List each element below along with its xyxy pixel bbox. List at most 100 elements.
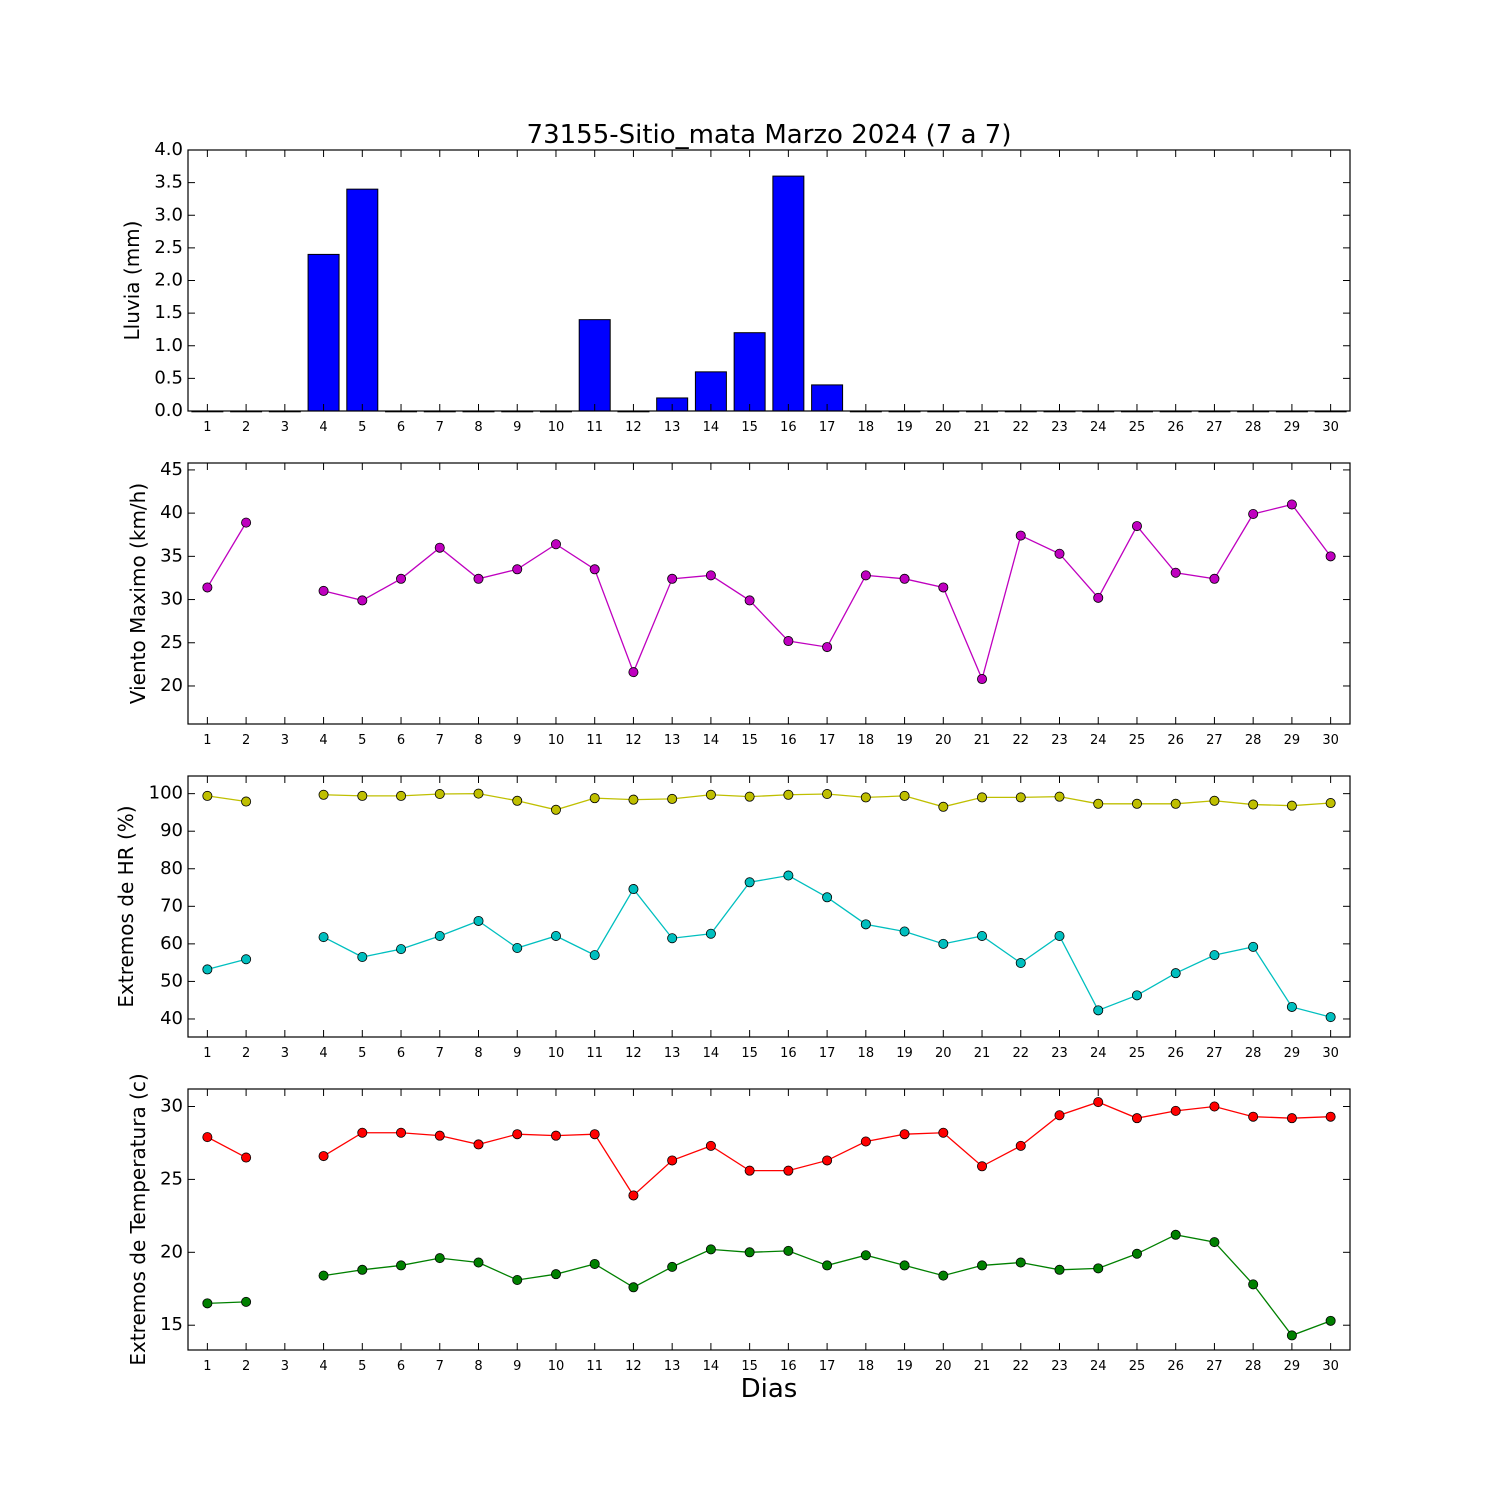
xtick-label: 25	[1129, 1359, 1146, 1374]
xtick-label: 3	[281, 1046, 289, 1061]
humidity-series-1-point-day-7	[434, 930, 445, 941]
temperature-series-1-point-day-8	[473, 1257, 484, 1268]
humidity-series-1-point-day-13	[667, 933, 678, 944]
temperature-series-0-point-day-9	[512, 1129, 523, 1140]
xtick-label: 10	[548, 733, 565, 748]
xtick-label: 22	[1012, 733, 1029, 748]
ytick-label: 60	[160, 933, 183, 954]
temperature-series-1-point-day-4	[318, 1270, 329, 1281]
xtick-label: 6	[397, 1359, 405, 1374]
humidity-series-1-point-day-16	[783, 870, 794, 881]
wind-series-0-point-day-1	[202, 582, 213, 593]
xtick-label: 6	[397, 1046, 405, 1061]
xtick-label: 24	[1090, 420, 1107, 435]
temperature-series-0-point-day-30	[1325, 1111, 1336, 1122]
temperature-series-0-point-day-17	[822, 1155, 833, 1166]
humidity-series-0-point-day-28	[1248, 799, 1259, 810]
xtick-label: 20	[935, 1046, 952, 1061]
temperature-series-1-point-day-26	[1170, 1229, 1181, 1240]
wind-series-0-point-day-14	[705, 570, 716, 581]
humidity-series-1-point-day-25	[1131, 990, 1142, 1001]
wind-series-0-point-day-28	[1248, 508, 1259, 519]
wind-series-0-point-day-7	[434, 542, 445, 553]
xtick-label: 20	[935, 1359, 952, 1374]
xtick-label: 22	[1012, 1359, 1029, 1374]
temperature-series-0-point-day-14	[705, 1140, 716, 1151]
humidity-series-0-point-day-21	[977, 792, 988, 803]
wind-series-0-point-day-8	[473, 573, 484, 584]
xtick-label: 14	[703, 733, 720, 748]
humidity-series-1-point-day-22	[1015, 958, 1026, 969]
xtick-label: 9	[513, 420, 521, 435]
wind-series-0-point-day-9	[512, 564, 523, 575]
humidity-series-0-point-day-14	[705, 789, 716, 800]
xtick-label: 2	[242, 420, 250, 435]
xtick-label: 19	[896, 1359, 913, 1374]
ytick-label: 1.5	[154, 302, 183, 323]
humidity-series-1-point-day-18	[860, 919, 871, 930]
temperature-series-0-point-day-16	[783, 1165, 794, 1176]
xtick-label: 18	[858, 420, 875, 435]
humidity-series-0-point-day-17	[822, 789, 833, 800]
temperature-series-1-point-day-7	[434, 1253, 445, 1264]
wind-series-0-point-day-20	[938, 582, 949, 593]
ytick-label: 45	[160, 459, 183, 480]
x-axis-label: Dias	[741, 1374, 798, 1404]
xtick-label: 11	[586, 1359, 603, 1374]
temperature-series-0-point-day-20	[938, 1127, 949, 1138]
humidity-series-0-point-day-26	[1170, 798, 1181, 809]
bar-day-4	[307, 253, 340, 412]
xtick-label: 7	[436, 420, 444, 435]
xtick-label: 22	[1012, 1046, 1029, 1061]
xtick-label: 22	[1012, 420, 1029, 435]
temperature-series-0-point-day-18	[860, 1136, 871, 1147]
xtick-label: 21	[974, 1046, 991, 1061]
temperature-series-1-point-day-29	[1286, 1330, 1297, 1341]
wind-series-0-point-day-5	[357, 595, 368, 606]
ytick-label: 70	[160, 895, 183, 916]
temperature-series-0-point-day-21	[977, 1161, 988, 1172]
xtick-label: 19	[896, 733, 913, 748]
xtick-label: 23	[1051, 1359, 1068, 1374]
wind-series-0-point-day-22	[1015, 530, 1026, 541]
xtick-label: 15	[741, 1359, 758, 1374]
xtick-label: 18	[858, 1359, 875, 1374]
humidity-series-0-point-day-15	[744, 791, 755, 802]
xtick-label: 13	[664, 733, 681, 748]
temperature-series-1-line	[207, 1301, 247, 1304]
temperature-series-0-point-day-25	[1131, 1113, 1142, 1124]
xtick-label: 26	[1167, 733, 1184, 748]
humidity-series-0-point-day-2	[241, 796, 252, 807]
bar-day-11	[578, 319, 611, 412]
humidity-series-0-point-day-5	[357, 790, 368, 801]
xtick-label: 8	[474, 733, 482, 748]
humidity-series-1-point-day-12	[628, 884, 639, 895]
humidity-series-1-point-day-9	[512, 942, 523, 953]
humidity-series-1-point-day-27	[1209, 950, 1220, 961]
humidity-series-1-point-day-17	[822, 892, 833, 903]
xtick-label: 1	[203, 733, 211, 748]
xtick-label: 9	[513, 1046, 521, 1061]
xtick-label: 3	[281, 733, 289, 748]
humidity-series-1-point-day-1	[202, 964, 213, 975]
temperature-series-1-point-day-16	[783, 1245, 794, 1256]
wind-series-0-point-day-23	[1054, 548, 1065, 559]
temperature-plot-frame	[187, 1088, 1351, 1351]
ytick-label: 20	[160, 1241, 183, 1262]
bar-day-15	[733, 332, 766, 412]
xtick-label: 26	[1167, 1359, 1184, 1374]
humidity-series-1-point-day-24	[1093, 1005, 1104, 1016]
temperature-series-1-point-day-2	[241, 1296, 252, 1307]
temperature-series-0-point-day-12	[628, 1190, 639, 1201]
ytick-label: 1.0	[154, 335, 183, 356]
xtick-label: 20	[935, 733, 952, 748]
xtick-label: 26	[1167, 420, 1184, 435]
wind-series-0-point-day-15	[744, 595, 755, 606]
humidity-series-1-line	[207, 958, 247, 971]
temperature-series-1-point-day-12	[628, 1282, 639, 1293]
xtick-label: 24	[1090, 1046, 1107, 1061]
ytick-label: 4.0	[154, 139, 183, 160]
xtick-label: 1	[203, 1359, 211, 1374]
humidity-series-1-point-day-23	[1054, 930, 1065, 941]
